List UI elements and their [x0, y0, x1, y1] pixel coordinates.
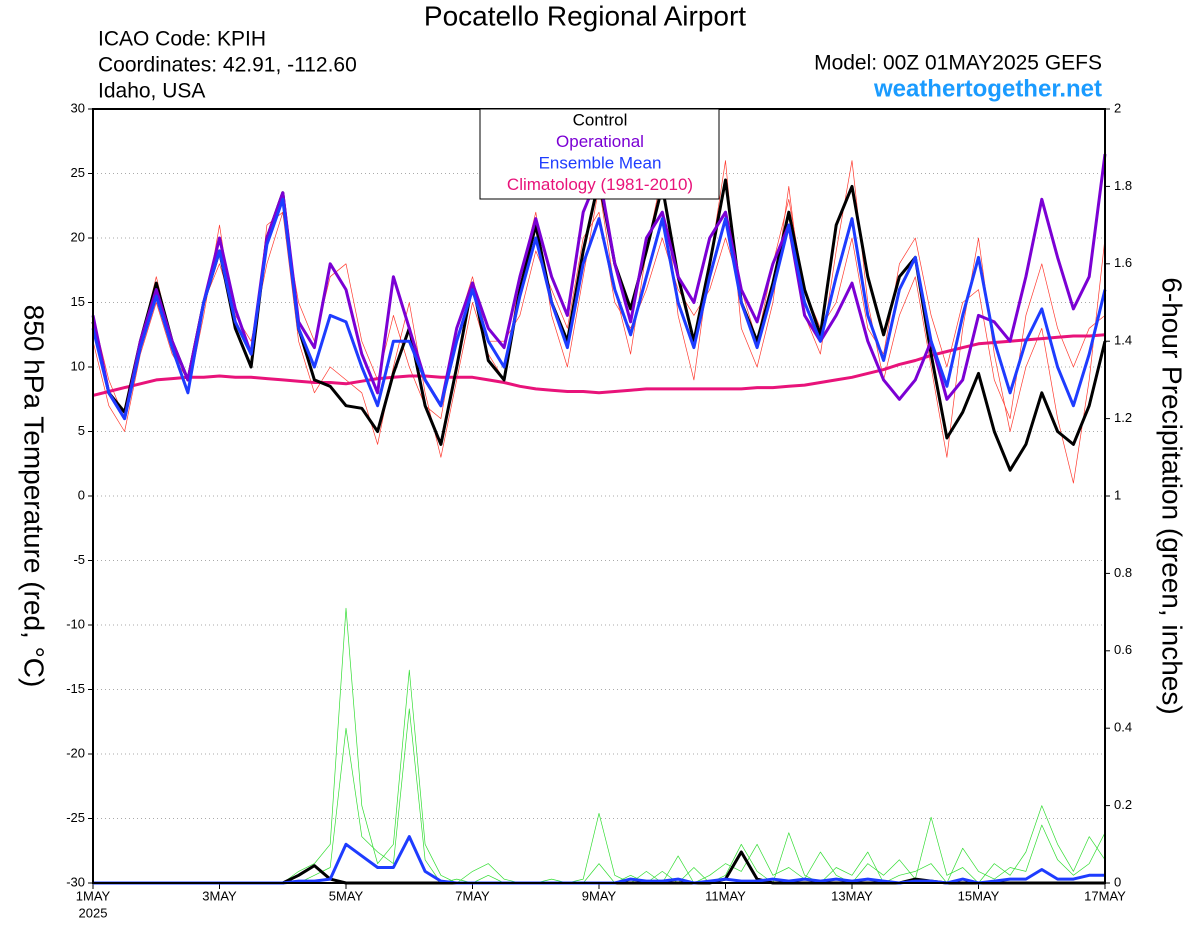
precip-line [93, 850, 1105, 885]
x-year-label: 2025 [79, 905, 108, 920]
y-tick-label: -5 [73, 552, 85, 567]
legend-entry: Ensemble Mean [539, 153, 662, 172]
y2-tick-label: 0.4 [1114, 720, 1132, 735]
x-tick-label: 1MAY [76, 888, 111, 903]
y-tick-label: 0 [78, 487, 85, 502]
y2-tick-label: 1.6 [1114, 255, 1132, 270]
x-tick-label: 7MAY [455, 888, 490, 903]
legend: Control Operational Ensemble Mean Climatolo… [479, 108, 720, 200]
y2-tick-label: 1.4 [1114, 333, 1132, 348]
y-tick-label: 20 [71, 229, 85, 244]
info-line: Coordinates: 42.91, -112.60 [98, 54, 357, 77]
precip-line [93, 708, 1106, 884]
y2-tick-label: 0.2 [1114, 797, 1132, 812]
y-tick-label: 15 [71, 294, 85, 309]
x-tick-label: 11MAY [705, 888, 746, 903]
legend-entry: Control [573, 110, 628, 129]
x-tick-label: 5MAY [329, 888, 364, 903]
x-tick-label: 9MAY [582, 888, 617, 903]
y-tick-label: 30 [71, 100, 85, 115]
y2-tick-label: 0.6 [1114, 642, 1132, 657]
y-tick-label: -25 [66, 810, 85, 825]
info-line: Idaho, USA [98, 80, 205, 103]
legend-box [479, 108, 720, 200]
y-tick-label: 5 [78, 423, 85, 438]
y2-axis-label: 6-hour Precipitation (green, inches) [1157, 277, 1188, 714]
x-tick-label: 17MAY [1084, 888, 1126, 903]
y-tick-label: 10 [71, 358, 85, 373]
y-tick-label: -20 [66, 745, 85, 760]
site-name: weathertogether.net [873, 75, 1102, 102]
precip-line [93, 835, 1105, 885]
temperature-line [91, 197, 1107, 421]
precip-line [93, 607, 1106, 884]
x-tick-label: 3MAY [202, 888, 237, 903]
y-tick-label: -30 [66, 874, 85, 889]
y2-tick-label: 1.2 [1114, 410, 1132, 425]
legend-entry: Operational [556, 132, 644, 151]
y2-tick-label: 0 [1114, 874, 1121, 889]
y2-tick-label: 2 [1114, 100, 1121, 115]
y2-tick-label: 1.8 [1114, 178, 1132, 193]
temperature-line [92, 198, 1106, 432]
y2-tick-label: 1 [1114, 487, 1121, 502]
temperature-line [92, 160, 1106, 484]
y-tick-label: -10 [66, 616, 85, 631]
y-tick-label: -15 [66, 681, 85, 696]
y-axis-label: 850 hPa Temperature (red, °C) [19, 305, 50, 688]
y2-tick-label: 0.8 [1114, 565, 1132, 580]
x-tick-label: 15MAY [958, 888, 1000, 903]
x-tick-label: 13MAY [831, 888, 873, 903]
model-info: Model: 00Z 01MAY2025 GEFS [814, 52, 1102, 75]
chart-title: Pocatello Regional Airport [424, 0, 746, 31]
info-line: ICAO Code: KPIH [98, 28, 266, 51]
legend-entry: Climatology (1981-2010) [507, 175, 693, 194]
y-tick-label: 25 [71, 165, 85, 180]
